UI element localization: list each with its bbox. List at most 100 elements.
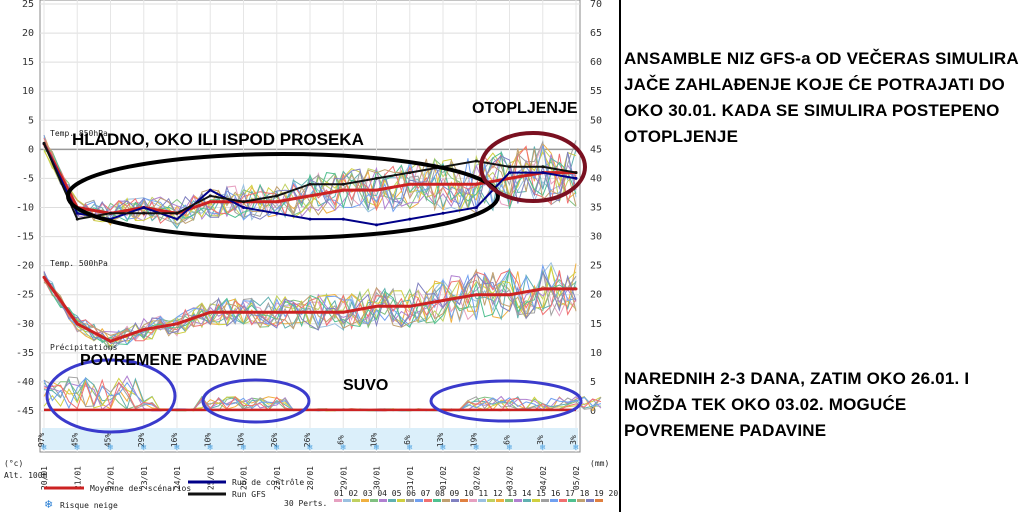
series-point [541,165,545,169]
series-point [341,310,345,314]
precip-risk-label: 6% [403,435,412,445]
precip-risk-label: 29% [137,433,146,448]
legend-gfs-label: Run GFS [232,490,266,499]
precip-risk-row: 97%❄45%❄45%❄29%❄16%❄10%❄16%❄26%❄26%❄6%❄1… [37,428,579,452]
pert-swatch [460,499,468,502]
pert-swatch [415,499,423,502]
precip-risk-label: 26% [303,433,312,448]
precip-risk-label: 6% [503,435,512,445]
annotation-precip: POVREMENE PADAVINE [80,352,267,369]
series-point [341,182,345,186]
series-point [109,339,112,343]
series-point [208,194,212,198]
snow-icon: ❄ [573,443,580,452]
legend-perts-label: 30 Perts. [284,499,327,508]
pert-swatch [514,499,522,502]
left-tick-label: 5 [28,115,34,126]
snow-icon: ❄ [440,443,447,452]
left-tick-label: -35 [16,348,34,359]
x-tick-label: 30/01 [373,466,382,490]
series-point [308,217,312,221]
series-point [441,211,445,215]
perturbation-line [43,265,577,343]
snow-icon: ❄ [473,443,480,452]
series-point [308,310,312,314]
legend-snow-label: Risque neige [60,501,118,510]
pert-swatch [361,499,369,502]
series-point [308,182,312,186]
x-tick-label: 20/01 [40,466,49,490]
series-point [574,176,578,180]
series-point [474,293,478,297]
series-point [242,200,245,204]
right-tick-label: 15 [590,319,602,330]
series-point [109,211,112,215]
precip-risk-label: 3% [536,435,545,445]
legend-mean-label: Moyenne des scénarios [90,483,191,493]
series-point [441,299,445,302]
series-point [275,200,279,204]
series-point [508,165,511,169]
x-tick-label: 04/02 [539,466,548,490]
precip-ellipse-1 [45,358,177,434]
series-point [42,275,46,279]
series-point [375,304,378,308]
series-point [574,171,578,175]
snow-icon: ❄ [74,443,81,452]
precip-risk-label: 16% [237,433,246,448]
perturbation-line [43,263,577,346]
left-tick-label: 20 [22,28,34,39]
precip-risk-label: 3% [569,435,578,445]
series-point [341,217,345,221]
legend: Moyenne des scénarios Run de contrôle Ru… [44,477,620,511]
series-point [408,182,412,186]
pert-swatch [433,499,441,502]
x-tick-label: 25/01 [206,466,215,490]
right-unit-label: (mm) [590,459,609,468]
series-point [375,176,378,180]
x-tick-label: 01/02 [439,466,448,490]
left-tick-label: -40 [16,377,34,388]
series-point [208,200,212,204]
x-axis: 20/01 21/01 22/01 23/01 24/01 25/01 26/01 27/01… [40,466,581,490]
precip-risk-label: 6% [336,435,345,445]
x-tick-label: 03/02 [506,466,515,490]
precip-risk-label: 97% [37,433,46,448]
snow-icon: ❄ [506,443,513,452]
x-tick-label: 23/01 [140,466,149,490]
pert-swatch [388,499,396,502]
snow-icon: ❄ [240,443,247,452]
precip-panel-label: Précipitations [50,342,118,352]
left-tick-label: 0 [28,144,34,155]
x-tick-label: 22/01 [107,466,116,490]
precip-risk-label: 10% [370,433,379,448]
pert-swatch [469,499,477,502]
series-point [441,182,445,186]
precip-risk-label: 13% [436,433,445,448]
divider [619,0,621,512]
series-point [474,182,478,186]
left-axis: 25 20 15 10 5 0 -5 -10 -15 -20 -25 -30 -35 -40 -45 [16,0,34,417]
perturbation-line [43,145,577,220]
cold-ellipse [66,152,500,240]
snow-icon: ❄ [41,443,48,452]
precip-risk-label: 26% [270,433,279,448]
series-point [242,310,245,314]
series-point [474,159,478,163]
right-tick-label: 40 [590,173,602,184]
x-tick-label: 29/01 [339,466,348,490]
left-tick-label: -5 [22,173,34,184]
series-point [408,304,412,308]
right-tick-label: 55 [590,86,602,97]
note-top: ANSAMBLE NIZ GFS-a OD VEČERAS SIMULIRA J… [624,49,1019,146]
right-tick-label: 20 [590,290,602,301]
x-tick-label: 21/01 [73,466,82,490]
series-point [541,171,545,175]
t850-panel-label: Temp. 850hPa [50,129,108,138]
snow-icon: ❄ [340,443,347,452]
warm-ellipse [479,131,587,203]
precip-ellipse-2 [201,378,311,424]
snow-icon: ❄ [273,443,280,452]
note-bottom: NAREDNIH 2-3 DANA, ZATIM OKO 26.01. I MO… [624,369,970,440]
